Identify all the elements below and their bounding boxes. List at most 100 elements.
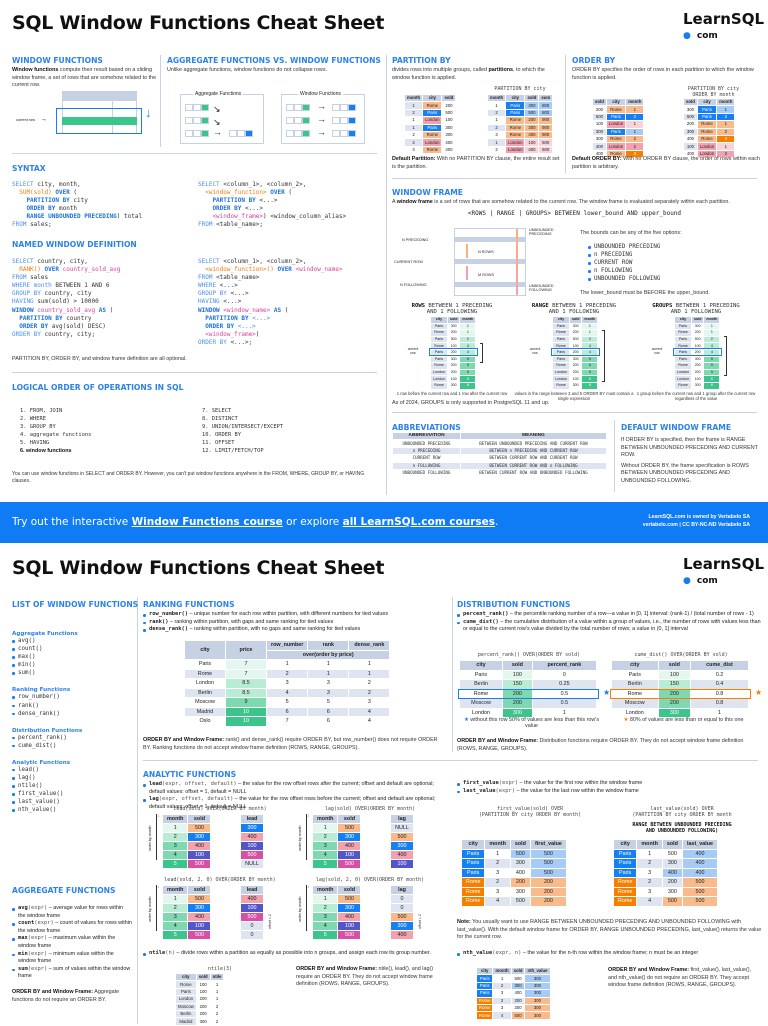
table-cell: 0.25 xyxy=(532,680,596,689)
table-row: 3 400 xyxy=(313,842,361,850)
table-row: Rome 200 0.5 xyxy=(460,689,596,698)
table-cell: Rome xyxy=(477,997,493,1004)
table-cell: Rome xyxy=(697,128,717,135)
order-result-table: sold city month 300 Paris 1 500 Paris 2 200 Rome 1 3… xyxy=(683,98,735,158)
frame-bracket xyxy=(602,329,605,383)
table-cell: BETWEEN n PRECEDING AND CURRENT ROW xyxy=(460,447,606,455)
table-row: Paris 1 500 500 xyxy=(462,849,566,858)
function-group-label: Distribution Functions xyxy=(12,727,83,734)
window-diagram: ↓ current row → xyxy=(14,90,154,145)
code-line: <window_frame>) <window_column_alias> xyxy=(198,213,346,221)
table-cell: 7 xyxy=(226,669,266,678)
section-heading: SYNTAX xyxy=(12,164,46,173)
frame-type: GROUPS xyxy=(652,303,673,309)
table-cell: London xyxy=(196,680,214,687)
table-cell: 150 xyxy=(502,680,532,689)
table-cell: Paris xyxy=(431,356,447,363)
code-line: <window_frame>) xyxy=(198,331,343,339)
cell-box xyxy=(348,130,356,137)
table-cell: 200 xyxy=(530,878,566,887)
table-row: 2 Rome 300 xyxy=(405,131,456,139)
column-header: ntile xyxy=(210,974,224,981)
logo-text: LearnSQL xyxy=(683,10,765,28)
table-cell: 2 xyxy=(349,688,390,697)
data-table: lead 400 100 500 0 0 xyxy=(240,885,264,940)
window-functions-course-link[interactable]: Window Functions course xyxy=(131,516,283,528)
table-cell: 400 xyxy=(511,990,525,997)
learnsql-logo-2[interactable]: LearnSQL ● com xyxy=(683,555,765,587)
all-courses-link[interactable]: all LearnSQL.com courses xyxy=(342,516,496,528)
table-cell: 2 xyxy=(313,833,338,841)
code-token: SELECT xyxy=(198,258,220,265)
cell-box xyxy=(185,117,193,124)
table-caption: first_value(sold) OVER (PARTITION BY cit… xyxy=(478,806,582,818)
table-cell: Rome xyxy=(612,689,658,698)
order-list-left: 1. FROM, JOIN 2. WHERE 3. GROUP BY 4. aggre… xyxy=(20,407,91,456)
function-args: (expr) xyxy=(27,905,48,911)
table-cell: 1 xyxy=(582,323,598,330)
promo-banner: Try out the interactive Window Functions… xyxy=(0,502,768,543)
table-cell: 400 xyxy=(593,150,606,158)
table-cell: 4 xyxy=(163,922,188,930)
table-cell: 4 xyxy=(349,707,390,716)
table-cell: 5 xyxy=(285,699,289,706)
code-token: <window_frame> xyxy=(198,213,264,221)
frame-table: city sold month Paris 300 1 Rome 200 1 Paris 500 2 R… xyxy=(530,316,634,390)
table-header-row: month city sold xyxy=(405,95,456,102)
table-row: 1 Rome 200 xyxy=(405,102,456,109)
table-cell: 500 xyxy=(692,336,704,343)
table-cell: 300 xyxy=(448,382,460,389)
table-cell: 4 xyxy=(460,343,476,349)
table-row: 1 Paris 300 800 xyxy=(488,102,553,109)
code-token: <...> xyxy=(216,282,238,290)
table-cell: 4 xyxy=(313,922,338,930)
table-row: 2 Paris 500 800 xyxy=(488,109,553,117)
syntax-code-example: SELECT city, month, SUM(sold) OVER ( PAR… xyxy=(12,181,142,230)
table-row: Paris 200 4 xyxy=(431,349,476,356)
table-cell: 0.2 xyxy=(691,670,748,679)
table-cell: Paris xyxy=(614,868,637,877)
cell-box xyxy=(340,117,348,124)
table-row: 100 xyxy=(241,842,263,850)
logo-suffix: com xyxy=(696,576,718,586)
table-row: 300 Rome 2 xyxy=(593,135,644,143)
text: A xyxy=(392,199,397,205)
license-link[interactable]: vertabelo.com | CC BY-NC-ND Vertabelo SA xyxy=(642,522,750,528)
table-cell: 900 xyxy=(539,131,553,139)
arrow-icon: → xyxy=(213,127,222,137)
code-line: WHERE <...> xyxy=(198,282,343,290)
function-item: min() xyxy=(12,661,132,669)
table-cell: 1 xyxy=(532,708,596,717)
column-header: sold xyxy=(525,95,539,102)
table-cell: 100 xyxy=(525,139,539,146)
table-cell: 300 xyxy=(188,833,211,841)
table-cell: Rome xyxy=(553,330,569,336)
function-definition: lag(expr, offset, default) – the value f… xyxy=(143,796,443,811)
learnsql-logo[interactable]: LearnSQL ● com xyxy=(683,10,765,42)
function-name: avg xyxy=(18,905,28,911)
code-token: sales xyxy=(26,274,49,282)
order-step: 6. window functions xyxy=(20,448,72,455)
partition-by-section: PARTITION BY divides rows into multiple … xyxy=(392,56,562,82)
table-cell: Paris xyxy=(675,323,691,330)
text: is a set of rows that are somehow relate… xyxy=(432,199,730,205)
table-header-row: lag xyxy=(391,815,413,823)
base-table: month sold 1 500 2 300 3 400 4 100 5 500 xyxy=(312,814,361,869)
code-token: HAVING xyxy=(198,298,220,306)
table-cell: 300 xyxy=(502,708,532,717)
example-caption: 1 group before the current row and 1 gro… xyxy=(636,390,756,402)
ntile-table: city sold ntile Rome 100 1 Paris 100 1 London 200 1… xyxy=(175,973,224,1026)
column-header: city xyxy=(423,95,442,102)
table-cell: 500 xyxy=(684,113,697,121)
function-args: (expr) xyxy=(34,920,54,927)
table-cell: 200 xyxy=(448,369,460,376)
partition-result-table: month city sold sum 1 Paris 300 800 2 Paris 500 800… xyxy=(487,94,553,154)
table-cell: 5 xyxy=(313,931,338,939)
table-cell: 200 xyxy=(692,369,704,376)
result-table: lead 400 100 500 0 0 xyxy=(240,885,264,940)
column-header: month xyxy=(493,968,511,975)
table-row: Rome 200 0.8 xyxy=(612,689,748,698)
function-args: (expr) xyxy=(27,935,48,942)
data-table: city month sold nth_value Paris 1 500 300 Paris 2… xyxy=(476,967,551,1020)
table-row: 200 Rome 1 xyxy=(684,121,735,128)
